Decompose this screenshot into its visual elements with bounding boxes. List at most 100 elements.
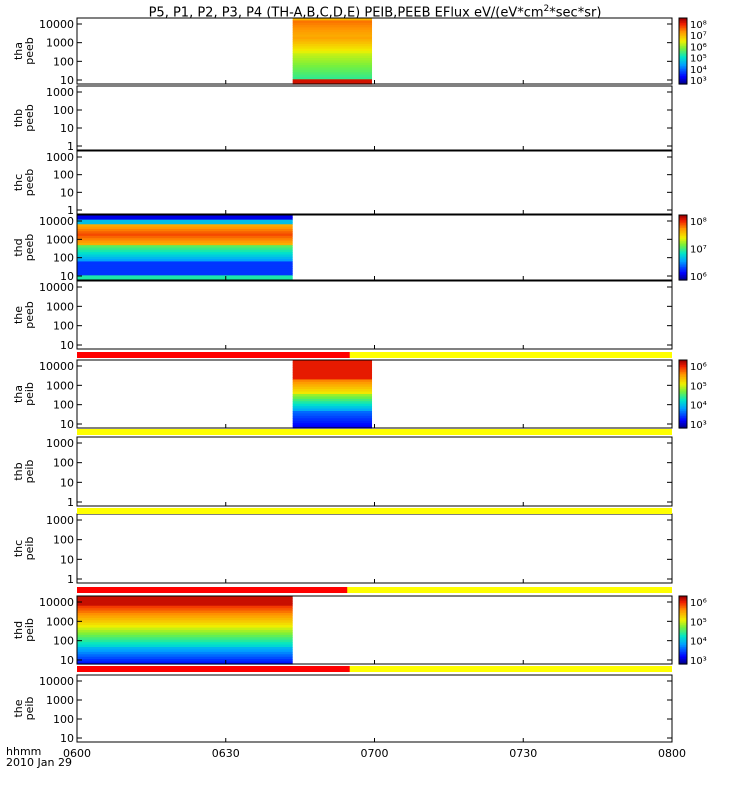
panel-frame [76, 17, 673, 85]
heatmap-cell [292, 394, 373, 398]
heatmap-cell [77, 649, 293, 653]
heatmap-cell [292, 408, 373, 412]
colorbar-cell [679, 630, 687, 633]
colorbar-label: 10⁴ [690, 637, 707, 648]
colorbar-cell [679, 378, 687, 381]
y-tick-label: 100 [53, 399, 74, 412]
colorbar-cell [679, 244, 687, 247]
heatmap-cell [77, 632, 293, 636]
heatmap-cell [292, 67, 373, 71]
heatmap-cell [77, 242, 293, 246]
colorbar-cell [679, 226, 687, 229]
heatmap-cell [292, 425, 373, 429]
colorbar-cell [679, 44, 687, 47]
panel-label: tha [12, 42, 25, 60]
colorbar-cell [679, 400, 687, 404]
heatmap-cell [77, 634, 293, 638]
heatmap-cell [292, 418, 373, 422]
title-prefix: P5, P1, P2, P3, P4 (TH-A,B,C,D,E) PEIB,P… [148, 5, 544, 21]
colorbar-cell [679, 421, 687, 424]
heatmap-cell [292, 415, 373, 419]
colorbar-cell [679, 247, 687, 250]
colorbar-cell [679, 224, 687, 227]
colorbar-cell [679, 375, 687, 378]
colorbar-cell [679, 640, 687, 643]
colorbar-cell [679, 55, 687, 59]
heatmap-cell [292, 27, 373, 31]
y-tick-label: 10 [60, 476, 74, 489]
panel-label: peeb [23, 234, 36, 262]
colorbar-cell [679, 424, 687, 427]
colorbar-cell [679, 611, 687, 614]
heatmap-cell [77, 263, 293, 267]
heatmap-cell [292, 69, 373, 73]
time-tick-label: 0730 [509, 747, 537, 760]
colorbar-cell [679, 395, 687, 398]
colorbar-cell [679, 36, 687, 39]
colorbar-cell [679, 47, 687, 50]
heatmap-cell [77, 219, 293, 223]
heatmap-cell [292, 364, 373, 368]
colorbar-cell [679, 613, 687, 616]
colorbar-cell [679, 397, 687, 400]
heatmap-cell [292, 46, 373, 50]
colorbar-cell [679, 216, 687, 219]
status-bar-yellow [77, 666, 672, 672]
colorbar-cell [679, 32, 687, 36]
colorbar-cell [679, 596, 687, 599]
y-tick-label: 10000 [39, 675, 74, 688]
y-tick-label: 1000 [46, 86, 74, 99]
panel-label: thc [12, 174, 25, 191]
heatmap-cell [77, 617, 293, 621]
time-tick-label: 0800 [658, 747, 686, 760]
status-bar-red [77, 666, 350, 672]
heatmap-cell [77, 231, 293, 235]
colorbar-cell [679, 599, 687, 602]
heatmap-cell [77, 245, 293, 249]
colorbar-label: 10⁶ [690, 42, 707, 53]
heatmap-cell [292, 369, 373, 373]
colorbar-cell [679, 380, 687, 383]
panel-label: peeb [23, 104, 36, 132]
heatmap-cell [292, 74, 373, 78]
status-bar-yellow [77, 352, 672, 358]
time-axis-label-hhmm: hhmm [6, 745, 42, 758]
time-tick-label: 0700 [361, 747, 389, 760]
heatmap-cell [292, 32, 373, 36]
panel-label: peeb [23, 169, 36, 197]
heatmap-cell [77, 659, 293, 663]
colorbar-cell [679, 19, 687, 22]
y-tick-label: 10000 [39, 281, 74, 294]
colorbar-cell [679, 412, 687, 415]
heatmap-cell [77, 608, 293, 612]
colorbar-cell [679, 232, 687, 236]
heatmap-cell [77, 596, 293, 600]
y-tick-label: 1000 [46, 437, 74, 450]
heatmap-cell [77, 613, 293, 617]
status-bar [77, 587, 672, 593]
status-bar-yellow [77, 429, 672, 435]
time-tick-label: 0600 [63, 747, 91, 760]
colorbar-label: 10⁷ [690, 245, 707, 256]
panel-label: thb [12, 462, 25, 480]
colorbar-label: 10⁶ [690, 362, 707, 373]
heatmap-cell [292, 391, 373, 395]
y-tick-label: 10000 [39, 18, 74, 31]
colorbar-cell [679, 59, 687, 62]
colorbar-cell [679, 276, 687, 279]
heatmap-cell [292, 367, 373, 371]
heatmap-cell [292, 372, 373, 376]
colorbar-cell [679, 245, 687, 249]
heatmap-cell [292, 43, 373, 47]
heatmap-cell [77, 620, 293, 624]
heatmap-cell [77, 656, 293, 660]
heatmap-cell [77, 654, 293, 658]
colorbar-cell [679, 382, 687, 385]
time-tick-label: 0630 [212, 747, 240, 760]
heatmap-cell [77, 261, 293, 265]
heatmap-cell [77, 603, 293, 607]
colorbar-cell [679, 24, 687, 27]
colorbar-cell [679, 270, 687, 273]
heatmap-cell [77, 273, 293, 276]
